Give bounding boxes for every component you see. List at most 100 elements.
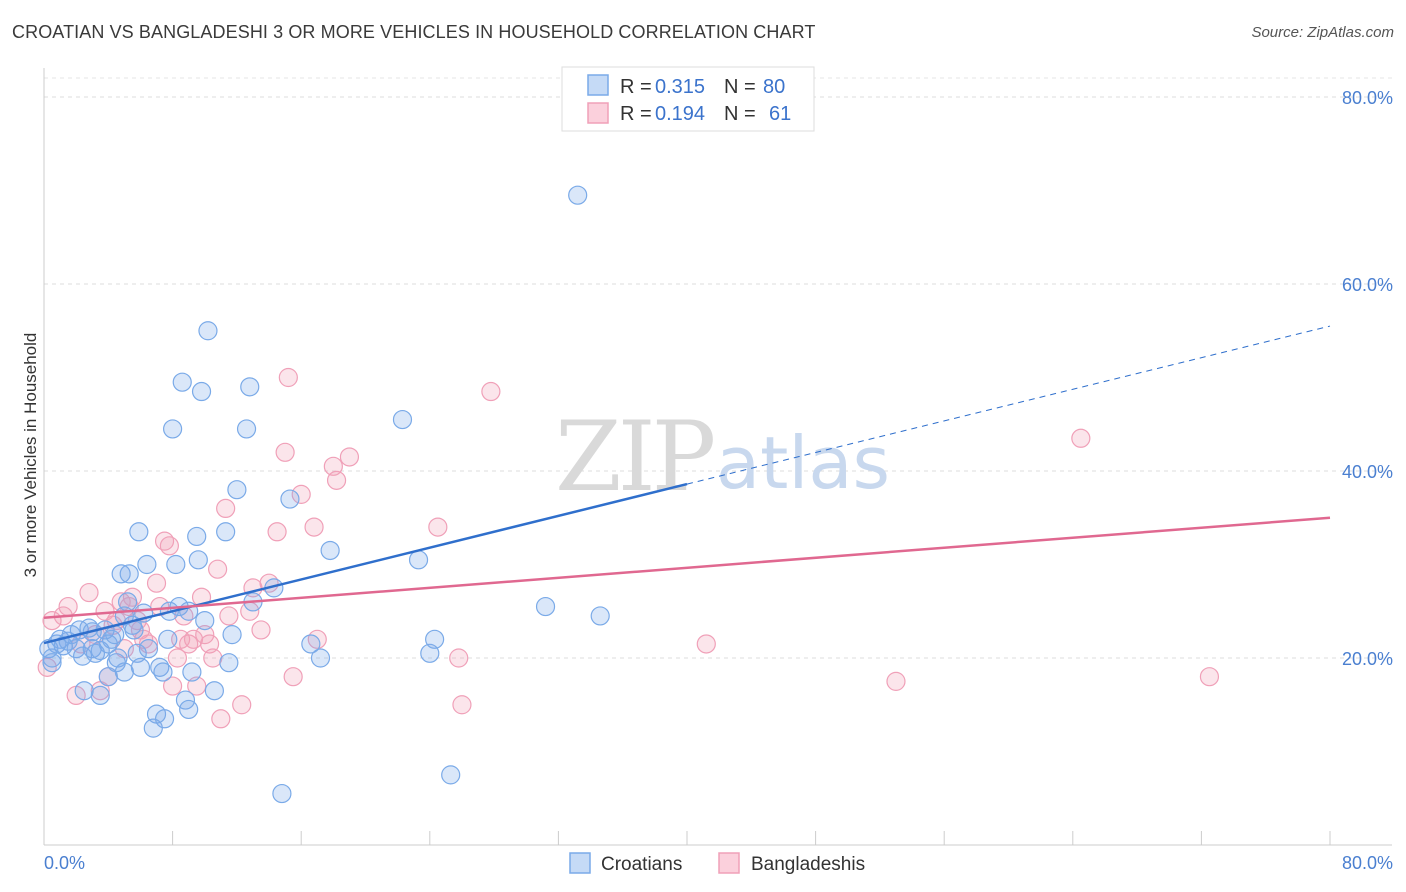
data-point (154, 709, 175, 729)
data-point (441, 765, 461, 785)
data-point (222, 625, 242, 645)
trend-lines (43, 325, 1331, 645)
data-point (117, 592, 138, 612)
legend-bottom-label-croatians: Croatians (601, 854, 682, 875)
data-point (283, 667, 303, 687)
data-point (428, 517, 448, 537)
data-point (568, 185, 588, 205)
legend-r-value: 0.194 (655, 103, 705, 125)
data-point (188, 550, 208, 570)
data-point (172, 372, 192, 392)
legend-bottom: Croatians Bangladeshis (569, 852, 865, 875)
data-point (392, 409, 413, 430)
data-point (219, 653, 239, 673)
legend-r-label: R = (620, 76, 652, 98)
data-point (232, 695, 252, 715)
data-point (191, 381, 212, 402)
data-point (278, 367, 298, 388)
trend-line (43, 482, 688, 645)
chart-source: Source: ZipAtlas.com (1251, 24, 1394, 41)
legend-r-value: 0.315 (655, 76, 705, 98)
watermark-zip: ZIP (555, 401, 714, 513)
data-point (590, 606, 610, 626)
data-point (127, 643, 147, 663)
data-point (272, 783, 292, 804)
data-point (216, 498, 236, 518)
data-point (42, 653, 62, 673)
data-point (167, 648, 188, 668)
x-tick-labels: 0.0% 80.0% (44, 853, 1393, 873)
data-point (236, 419, 257, 439)
data-point (66, 639, 86, 659)
data-point (108, 648, 128, 668)
data-point (323, 456, 343, 476)
data-point (198, 321, 218, 341)
data-point (119, 564, 139, 584)
legend-n-value: 61 (769, 103, 791, 125)
data-point (280, 489, 300, 509)
data-point (310, 648, 331, 668)
chart-title: CROATIAN VS BANGLADESHI 3 OR MORE VEHICL… (12, 22, 816, 42)
data-point (481, 381, 501, 402)
data-point (195, 610, 215, 631)
trend-line (43, 516, 1331, 620)
legend-top: R = 0.315 N = 80 R = 0.194 N = 61 (561, 66, 815, 132)
data-point (251, 620, 271, 640)
legend-swatch-bangladeshis (587, 102, 609, 124)
data-point (138, 639, 159, 659)
y-tick-labels: 20.0% 40.0% 60.0% 80.0% (1342, 88, 1393, 669)
data-point (153, 662, 173, 682)
data-point (339, 447, 360, 467)
legend-swatch-croatians (587, 74, 609, 96)
data-point (219, 606, 239, 626)
data-point (320, 540, 340, 561)
croatians-points (39, 185, 610, 804)
data-point (124, 620, 144, 640)
legend-bottom-swatch-bangladeshis (718, 852, 740, 874)
legend-n-value: 80 (763, 76, 785, 98)
legend-r-label: R = (620, 103, 652, 125)
data-point (267, 522, 287, 542)
data-point (74, 681, 94, 701)
data-point (163, 676, 183, 696)
axes (43, 68, 1392, 846)
data-point (114, 662, 134, 682)
data-point (216, 522, 236, 542)
x-tick-label: 0.0% (44, 853, 85, 873)
data-point (130, 657, 151, 677)
data-point (208, 559, 228, 579)
data-point (195, 625, 215, 645)
data-point (204, 681, 224, 701)
data-point (159, 536, 179, 556)
data-point (452, 695, 472, 715)
data-point (326, 470, 347, 490)
data-point (886, 671, 906, 691)
data-point (1199, 667, 1220, 687)
data-point (304, 517, 324, 537)
data-point (138, 634, 159, 654)
data-point (227, 480, 247, 500)
data-point (199, 634, 220, 654)
watermark-atlas: atlas (716, 421, 890, 505)
data-point (146, 573, 167, 593)
data-point (696, 634, 716, 654)
legend-bottom-swatch-croatians (569, 852, 591, 874)
legend-bottom-label-bangladeshis: Bangladeshis (751, 854, 865, 875)
y-tick-label: 40.0% (1342, 462, 1393, 482)
legend-n-label: N = (724, 103, 756, 125)
x-tick-label: 80.0% (1342, 853, 1393, 873)
data-point (240, 377, 260, 397)
data-point (182, 662, 202, 682)
data-point (1071, 428, 1091, 448)
data-point (203, 648, 223, 668)
data-point (408, 550, 429, 570)
data-point (137, 554, 157, 575)
trend-line-extension (686, 325, 1331, 485)
watermark: ZIP atlas (555, 401, 890, 513)
data-point (158, 629, 178, 649)
data-point (535, 596, 556, 617)
data-point (179, 699, 199, 720)
data-point (291, 484, 311, 504)
data-point (425, 629, 445, 649)
